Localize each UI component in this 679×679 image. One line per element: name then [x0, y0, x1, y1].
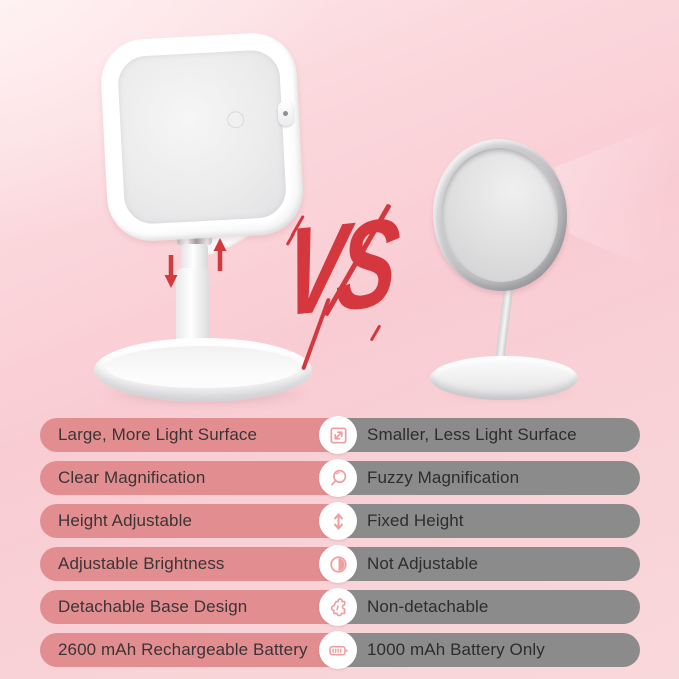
mirror-glass-led-ring [111, 43, 293, 231]
battery-icon [328, 645, 348, 656]
feature-pill-ours: Adjustable Brightness [40, 547, 352, 581]
feature-pill-ours: Large, More Light Surface [40, 418, 352, 452]
comparison-row-light-surface: Large, More Light Surface Smaller, Less … [40, 416, 640, 454]
feature-icon-badge [319, 545, 357, 583]
vs-badge: VS [277, 192, 414, 386]
feature-comparison-table: Large, More Light Surface Smaller, Less … [40, 416, 640, 669]
feature-pill-ours: Clear Magnification [40, 461, 352, 495]
base-tray-surface [106, 346, 300, 388]
feature-icon-badge [319, 416, 357, 454]
feature-pill-ours: Height Adjustable [40, 504, 352, 538]
led-square-mirror [98, 31, 306, 243]
feature-icon-badge [319, 459, 357, 497]
pole-chrome-ring [177, 236, 212, 245]
comparison-row-height: Height Adjustable Fixed Height [40, 502, 640, 540]
feature-pill-theirs: Non-detachable [326, 590, 640, 624]
feature-pill-ours: 2600 mAh Rechargeable Battery [40, 633, 352, 667]
feature-label-left: 2600 mAh Rechargeable Battery [58, 640, 308, 659]
feature-label-right: Smaller, Less Light Surface [367, 425, 577, 444]
mirror-pivot-hinge [277, 100, 294, 127]
feature-pill-theirs: Fuzzy Magnification [326, 461, 640, 495]
comparison-row-brightness: Adjustable Brightness Not Adjustable [40, 545, 640, 583]
feature-label-left: Clear Magnification [58, 468, 206, 487]
touch-control-button [226, 111, 245, 130]
feature-icon-badge [319, 502, 357, 540]
detachable-icon [330, 597, 345, 616]
height-arrows-icon [333, 512, 343, 530]
feature-label-right: 1000 mAh Battery Only [367, 640, 545, 659]
feature-label-right: Fixed Height [367, 511, 464, 530]
feature-label-left: Height Adjustable [58, 511, 193, 530]
feature-label-left: Detachable Base Design [58, 597, 248, 616]
feature-pill-ours: Detachable Base Design [40, 590, 352, 624]
basic-mirror-glass [437, 144, 563, 286]
comparison-row-magnification: Clear Magnification Fuzzy Magnification [40, 459, 640, 497]
brightness-contrast-icon [329, 555, 347, 573]
feature-label-right: Not Adjustable [367, 554, 479, 573]
feature-pill-theirs: Fixed Height [326, 504, 640, 538]
comparison-row-base-design: Detachable Base Design Non-detachable [40, 588, 640, 626]
left-mirror-base-tray [94, 338, 312, 402]
hinge-screw-dot [282, 110, 289, 117]
feature-pill-theirs: Smaller, Less Light Surface [326, 418, 640, 452]
feature-pill-theirs: Not Adjustable [326, 547, 640, 581]
feature-label-left: Large, More Light Surface [58, 425, 258, 444]
product-showcase: VS [94, 31, 679, 406]
pole-upper-segment [181, 244, 208, 270]
comparison-row-battery: 2600 mAh Rechargeable Battery 1000 mAh B… [40, 631, 640, 669]
magnifier-icon [330, 469, 346, 486]
feature-label-left: Adjustable Brightness [58, 554, 225, 573]
height-up-arrow-icon [213, 238, 227, 271]
basic-mirror-base [430, 356, 578, 400]
feature-icon-badge [319, 631, 357, 669]
feature-icon-badge [319, 588, 357, 626]
feature-label-right: Non-detachable [367, 597, 489, 616]
feature-label-right: Fuzzy Magnification [367, 468, 520, 487]
expand-icon [329, 426, 347, 444]
feature-pill-theirs: 1000 mAh Battery Only [326, 633, 640, 667]
height-down-arrow-icon [164, 255, 178, 288]
